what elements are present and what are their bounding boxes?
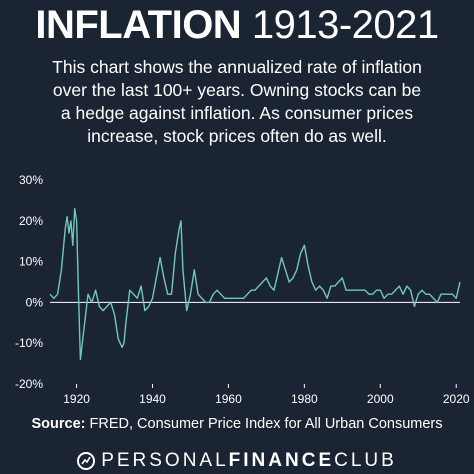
x-tick-label: 2020 — [443, 392, 470, 406]
x-tick-label: 2000 — [367, 392, 394, 406]
x-tick-label: 1940 — [139, 392, 166, 406]
x-tick-label: 1980 — [291, 392, 318, 406]
title-main: INFLATION — [35, 3, 242, 47]
brand-logo-icon — [77, 451, 96, 470]
brand-name: PERSONALFINANCECLUB — [101, 450, 397, 472]
source-label: Source: — [31, 416, 86, 432]
description-line: a hedge against inflation. As consumer p… — [60, 103, 414, 123]
brand-word-finance: FINANCE — [228, 449, 335, 471]
source-text: FRED, Consumer Price Index for All Urban… — [89, 416, 443, 432]
description-line: increase, stock prices often do as well. — [87, 126, 387, 146]
chart-description: This chart shows the annualized rate of … — [10, 56, 464, 148]
inflation-line-chart: 30% 20% 10% 0% -10% -20% 1920 1940 1960 1980 2000 2… — [15, 173, 470, 406]
title-years: 1913-2021 — [251, 3, 439, 47]
brand-word-club: CLUB — [334, 449, 397, 471]
description-line: over the last 100+ years. Owning stocks … — [52, 80, 422, 100]
x-tick-label: 1920 — [63, 392, 90, 406]
inflation-series-line — [49, 207, 461, 361]
y-tick-label: 10% — [19, 255, 43, 269]
x-tick-label: 1960 — [215, 392, 242, 406]
y-tick-label: 20% — [19, 214, 43, 228]
chart-area: 30% 20% 10% 0% -10% -20% 1920 1940 1960 1980 2000 2… — [0, 170, 474, 412]
description-line: This chart shows the annualized rate of … — [52, 57, 422, 77]
brand-footer: PERSONALFINANCECLUB — [0, 447, 474, 474]
y-tick-label: 0% — [26, 295, 44, 309]
source-note: Source: FRED, Consumer Price Index for A… — [0, 416, 474, 432]
chart-title: INFLATION 1913-2021 — [0, 2, 474, 48]
y-tick-label: -20% — [15, 377, 43, 391]
y-tick-label: 30% — [19, 173, 43, 187]
y-tick-label: -10% — [15, 336, 43, 350]
brand-word-personal: PERSONAL — [101, 449, 229, 471]
